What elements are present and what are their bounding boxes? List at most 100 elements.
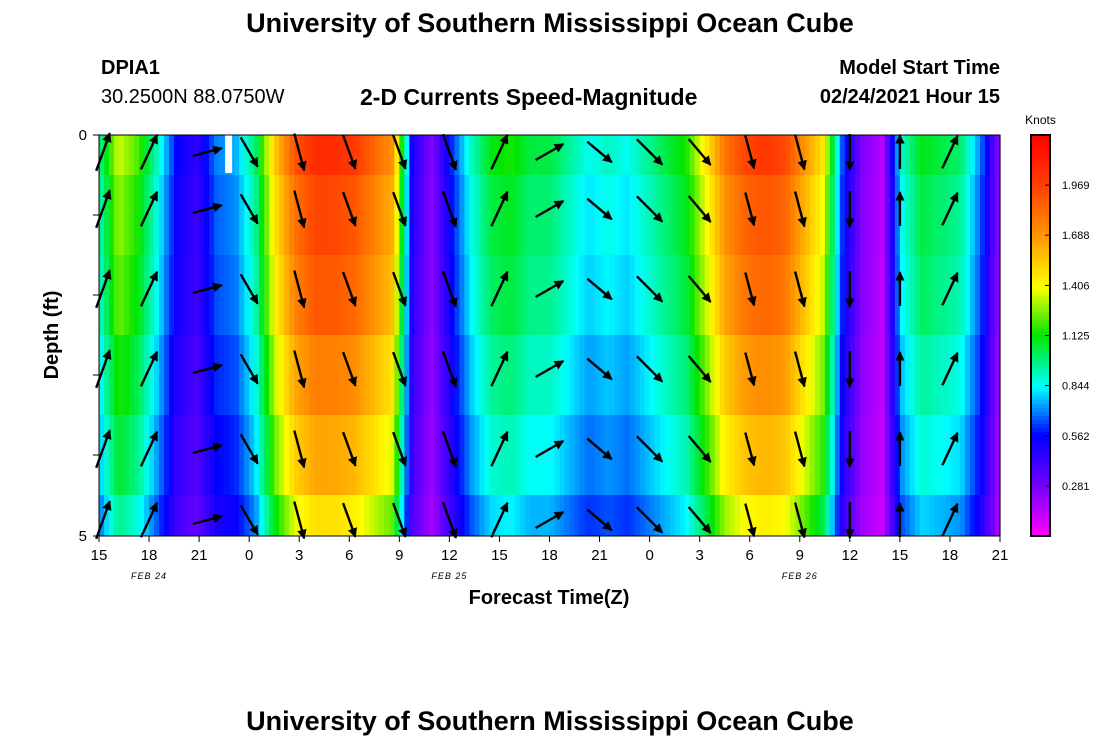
colorbar-swatch [1031,211,1050,216]
heatmap-cell [799,135,806,175]
heatmap-cell [649,335,656,415]
heatmap-cell [929,135,936,175]
heatmap-cell [994,335,1001,415]
heatmap-cell [839,335,846,415]
heatmap-cell [329,335,335,415]
heatmap-cell [799,495,806,536]
heatmap-cell [369,255,375,335]
heatmap-cell [929,415,936,495]
current-arrow [636,275,664,303]
heatmap-cell [464,335,471,415]
heatmap-cell [509,255,516,335]
heatmap-cell [229,255,235,335]
heatmap-cell [119,255,125,335]
heatmap-cell [399,135,405,175]
heatmap-cell [204,255,210,335]
heatmap-cell [609,135,616,175]
heatmap-cell [169,495,175,536]
heatmap-cell [934,415,941,495]
heatmap-cell [439,335,445,415]
current-arrow [139,270,159,307]
heatmap-cell [679,415,686,495]
current-arrow [441,270,458,308]
heatmap-cell [619,415,626,495]
heatmap-cell [584,415,591,495]
heatmap-cell [744,415,751,495]
heatmap-cell [664,415,671,495]
colorbar-swatch [1031,191,1050,196]
heatmap-cell [564,175,571,255]
heatmap-cell [509,415,516,495]
heatmap-cell [309,495,315,536]
heatmap-cell [639,335,646,415]
heatmap-cell [824,255,831,335]
colorbar-swatch [1031,355,1050,361]
heatmap-cell [414,255,420,335]
heatmap-cell [324,495,330,536]
heatmap-cell [719,255,726,335]
heatmap-cell [434,495,440,536]
heatmap-cell [559,175,566,255]
heatmap-cell [909,255,916,335]
x-tick-label: 21 [992,547,1009,564]
colorbar-tick-label: 1.125 [1062,331,1090,343]
colorbar-swatch [1031,499,1050,505]
heatmap-cell [504,175,511,255]
colorbar-swatch [1031,519,1050,525]
heatmap-cell [254,495,260,536]
heatmap-cell [474,335,481,415]
current-arrow [192,513,223,526]
current-arrow [793,351,807,388]
heatmap-cell [779,255,786,335]
heatmap-cell [119,415,125,495]
heatmap-cell [809,135,816,175]
heatmap-cell [784,415,791,495]
heatmap-cell [139,135,145,175]
heatmap-cell [474,135,481,175]
heatmap-cell [569,175,576,255]
current-arrow [687,506,712,534]
heatmap-cell [154,135,160,175]
colorbar-swatch [1031,467,1050,473]
heatmap-cell [689,255,696,335]
heatmap-cell [574,335,581,415]
model-start-value: 02/24/2021 Hour 15 [819,86,1000,108]
heatmap-cell [464,175,471,255]
heatmap-cell [204,135,210,175]
heatmap-cell [909,495,916,536]
heatmap-cell [709,415,716,495]
heatmap-cell [639,495,646,536]
current-arrow [341,431,357,467]
heatmap-cell [849,415,856,495]
heatmap-cell [264,175,270,255]
heatmap-cell [764,495,771,536]
heatmap-cell [919,335,926,415]
heatmap-cell [844,335,851,415]
heatmap-cell [769,135,776,175]
heatmap-cell [854,335,861,415]
heatmap-cell [304,335,310,415]
heatmap-cell [214,495,220,536]
heatmap-cell [389,335,395,415]
heatmap-cell [374,175,380,255]
heatmap-cell [669,495,676,536]
heatmap-cell [419,255,425,335]
heatmap-cell [644,495,651,536]
current-arrow [341,271,357,307]
colorbar-swatch [1031,323,1050,329]
current-arrow [941,191,959,226]
heatmap-cell [439,495,445,536]
heatmap-cell [114,335,120,415]
heatmap-cell [359,335,365,415]
heatmap-cell [384,415,390,495]
heatmap-cell [864,175,871,255]
heatmap-cell [994,495,1001,536]
current-arrow [490,430,509,467]
heatmap-cell [864,495,871,536]
heatmap-cell [444,175,450,255]
heatmap-cell [584,175,591,255]
heatmap-cell [979,135,986,175]
heatmap-cell [319,335,325,415]
heatmap-cell [289,495,295,536]
heatmap-cell [424,175,430,255]
